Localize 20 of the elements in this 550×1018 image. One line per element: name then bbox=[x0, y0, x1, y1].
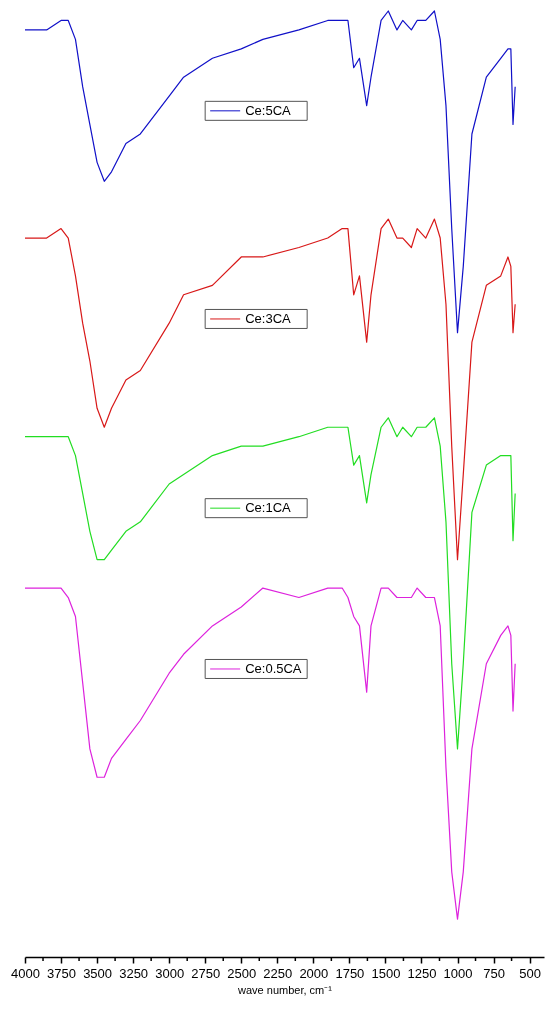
x-tick-label: 1250 bbox=[407, 965, 437, 981]
x-tick-label: 1000 bbox=[443, 965, 473, 981]
x-axis-title: wave number, cm⁻¹ bbox=[237, 983, 333, 996]
legend-label: Ce:0.5CA bbox=[245, 660, 302, 676]
x-tick-label: 3000 bbox=[155, 965, 185, 981]
x-tick-label: 3250 bbox=[119, 965, 149, 981]
x-tick-label: 2750 bbox=[191, 965, 221, 981]
x-tick-label: 1500 bbox=[371, 965, 401, 981]
x-tick-label: 2500 bbox=[227, 965, 257, 981]
x-tick-label: 500 bbox=[519, 965, 541, 981]
x-tick-label: 4000 bbox=[11, 965, 40, 981]
x-tick-label: 3500 bbox=[83, 965, 113, 981]
x-tick-label: 3750 bbox=[47, 965, 76, 981]
legend-label: Ce:1CA bbox=[245, 500, 292, 516]
x-tick-label: 2000 bbox=[299, 965, 329, 981]
x-tick-label: 750 bbox=[483, 965, 505, 981]
x-tick-label: 2250 bbox=[263, 965, 293, 981]
legend-label: Ce:3CA bbox=[245, 310, 292, 326]
x-tick-label: 1750 bbox=[335, 965, 365, 981]
legend-label: Ce:5CA bbox=[245, 102, 292, 118]
